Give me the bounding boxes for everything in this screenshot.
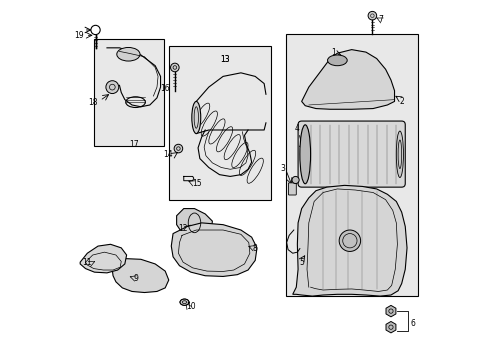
Ellipse shape [327, 55, 346, 66]
FancyBboxPatch shape [94, 39, 164, 146]
Polygon shape [80, 244, 126, 273]
Text: 19: 19 [75, 31, 84, 40]
Circle shape [174, 144, 183, 153]
Text: 11: 11 [82, 258, 91, 267]
Text: 7: 7 [378, 15, 383, 24]
Text: 9: 9 [134, 274, 139, 283]
Ellipse shape [191, 102, 201, 134]
Ellipse shape [180, 299, 188, 305]
Polygon shape [292, 185, 406, 296]
Ellipse shape [117, 48, 140, 61]
Polygon shape [176, 208, 212, 237]
FancyBboxPatch shape [288, 183, 296, 195]
Text: 5: 5 [299, 258, 304, 267]
Text: 3: 3 [280, 164, 285, 173]
Text: 6: 6 [410, 319, 415, 328]
Polygon shape [301, 50, 394, 109]
Text: 13: 13 [220, 55, 229, 64]
Circle shape [367, 12, 376, 20]
Text: 10: 10 [186, 302, 196, 311]
Text: 1: 1 [331, 48, 335, 57]
Text: 13: 13 [220, 55, 229, 64]
Text: 4: 4 [294, 125, 299, 134]
Circle shape [170, 63, 179, 72]
Text: 17: 17 [129, 140, 138, 149]
Polygon shape [103, 258, 168, 293]
Text: 18: 18 [88, 98, 97, 107]
Ellipse shape [299, 125, 310, 184]
Text: 12: 12 [178, 224, 187, 233]
FancyBboxPatch shape [169, 46, 271, 200]
Text: 2: 2 [399, 97, 403, 106]
Ellipse shape [339, 230, 360, 251]
Text: 8: 8 [252, 244, 257, 253]
Polygon shape [171, 223, 257, 276]
Text: 15: 15 [192, 179, 201, 188]
Circle shape [291, 176, 299, 184]
Ellipse shape [395, 131, 403, 177]
Text: 16: 16 [160, 84, 169, 93]
FancyBboxPatch shape [285, 33, 417, 296]
Text: 14: 14 [163, 150, 172, 159]
Circle shape [106, 81, 119, 94]
FancyBboxPatch shape [298, 121, 405, 187]
